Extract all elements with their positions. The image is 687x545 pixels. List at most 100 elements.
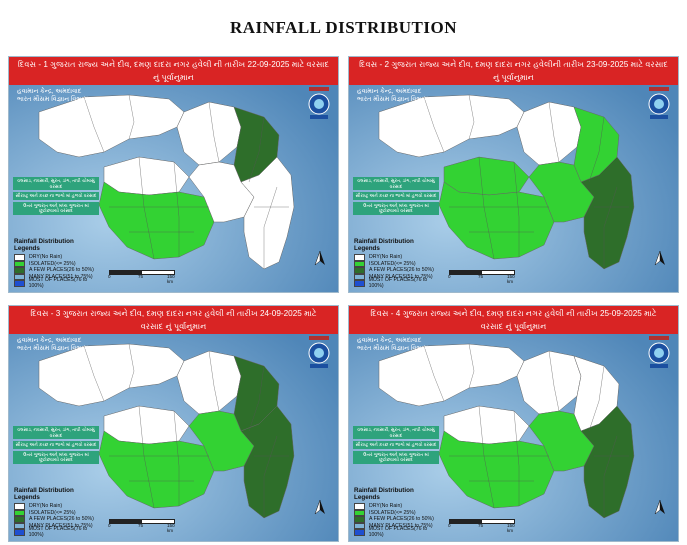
legend-label: A FEW PLACES(26 to 50%)	[369, 267, 434, 274]
scale-bar: 0 75 150 km	[448, 270, 519, 284]
region-saurashtra-north	[443, 156, 530, 196]
region-saurashtra-south	[438, 430, 555, 509]
legend-item: DRY(No Rain)	[14, 503, 100, 510]
legend-swatch	[354, 503, 365, 510]
scale-bar-graphic	[109, 519, 175, 524]
region-north-gujarat	[176, 350, 242, 415]
region-kutch	[38, 343, 185, 407]
legend-label: DRY(No Rain)	[29, 503, 63, 510]
forecast-label-box: વલસાડ, નવસારી, સુરત, ડાંગ, તાપી ચોમાસું …	[13, 177, 99, 217]
legend-label: A FEW PLACES(26 to 50%)	[29, 516, 94, 523]
legend-label: MOST OF PLACES(76 to 100%)	[28, 526, 88, 539]
region-north-gujarat	[176, 101, 242, 166]
region-kutch	[378, 343, 525, 407]
header-line-2: વરસાદ નું પૂર્વાનુમાન	[480, 322, 547, 331]
north-arrow-icon	[314, 250, 325, 266]
legend-swatch	[354, 516, 365, 523]
region-south	[240, 156, 295, 270]
legend-item: DRY(No Rain)	[354, 254, 440, 261]
forecast-panel-day-3: દિવસ - 3 ગુજરાત રાજ્ય અને દીવ, દમણ દાદરા…	[8, 305, 339, 542]
rainfall-legend: Rainfall Distribution Legends DRY(No Rai…	[354, 238, 440, 289]
district-borders	[423, 94, 629, 269]
forecast-label-box: વલસાડ, નવસારી, સુરત, ડાંગ, તાપી ચોમાસું …	[13, 426, 99, 466]
legend-swatch	[354, 267, 365, 274]
rainfall-legend: Rainfall Distribution Legends DRY(No Rai…	[354, 487, 440, 538]
legend-item: MOST OF PLACES(76 to 100%)	[14, 526, 100, 539]
scale-label-75: 75	[138, 523, 144, 528]
legend-label: MANY PLACES(51 to 75%)	[369, 522, 433, 529]
forecast-label-box: વલસાડ, નવસારી, સુરત, ડાંગ, તાપી ચોમાસું …	[353, 426, 439, 466]
forecast-label-3: ઉત્તર ગુજરાત અને મધ્ય ગુજરાત માં છૂટોછવા…	[13, 450, 99, 464]
scale-label-150: 150 km	[507, 523, 515, 533]
scale-bar: 0 75 150 km	[108, 270, 179, 284]
legend-item: MOST OF PLACES(76 to 100%)	[14, 277, 100, 289]
legend-swatch	[14, 522, 25, 529]
imd-emblem-icon	[308, 87, 330, 119]
legend-swatch	[14, 516, 25, 523]
legend-item: MOST OF PLACES(76 to 100%)	[354, 526, 440, 538]
forecast-panel-day-1: દિવસ - 1 ગુજરાત રાજ્ય અને દીવ, દમણ દાદરા…	[8, 56, 339, 293]
legend-swatch	[14, 273, 25, 280]
district-borders	[83, 94, 289, 269]
legend-swatch	[354, 280, 365, 287]
region-south	[580, 405, 635, 519]
org-line-1: હવામાન કેન્દ્ર, અમદાવાદ	[17, 88, 82, 95]
legend-label: MANY PLACES(51 to 75%)	[29, 273, 93, 280]
page-title: RAINFALL DISTRIBUTION	[230, 18, 457, 37]
scale-label-75: 75	[478, 523, 484, 528]
legend-swatch	[354, 254, 365, 261]
region-north-gujarat	[516, 101, 582, 166]
legend-swatch	[14, 267, 25, 274]
legend-swatch	[354, 260, 365, 267]
scale-bar: 0 75 150 km	[448, 519, 519, 533]
district-borders	[423, 343, 629, 518]
legend-title: Rainfall Distribution Legends	[14, 487, 74, 501]
gujarat-map	[378, 343, 635, 519]
legend-label: DRY(No Rain)	[369, 254, 403, 261]
legend-label: ISOLATED(<= 25%)	[29, 260, 76, 267]
region-kutch	[378, 94, 525, 158]
scale-bar: 0 75 150 km	[108, 519, 179, 533]
legend-item: MANY PLACES(51 to 75%)	[354, 273, 440, 280]
organisation-name: હવામાન કેન્દ્ર, અમદાવાદ ભારત મૌસમ વિજ્ઞા…	[357, 337, 428, 353]
forecast-label-2: સૌરાષ્ટ્ર અને કચ્છ ના ભાગો માં હળવો વરસા…	[13, 192, 99, 200]
region-south	[580, 156, 635, 270]
legend-swatch	[354, 509, 365, 516]
forecast-label-2: સૌરાષ્ટ્ર અને કચ્છ ના ભાગો માં હળવો વરસા…	[353, 441, 439, 449]
forecast-panel-day-2: દિવસ - 2 ગુજરાત રાજ્ય અને દીવ, દમણ દાદરા…	[348, 56, 679, 293]
legend-item: ISOLATED(<= 25%)	[354, 260, 440, 267]
scale-label-0: 0	[108, 523, 111, 528]
legend-swatch	[354, 273, 365, 280]
legend-item: MANY PLACES(51 to 75%)	[14, 522, 100, 529]
imd-emblem-icon	[648, 87, 670, 119]
org-line-1: હવામાન કેન્દ્ર, અમદાવાદ	[17, 337, 82, 344]
legend-swatch	[14, 503, 25, 510]
region-saurashtra-south	[98, 181, 215, 260]
legend-item: A FEW PLACES(26 to 50%)	[14, 267, 100, 274]
legend-item: DRY(No Rain)	[14, 254, 100, 261]
scale-label-150: 150 km	[167, 523, 175, 533]
north-arrow-icon	[314, 499, 325, 515]
legend-label: DRY(No Rain)	[369, 503, 403, 510]
region-saurashtra-south	[98, 430, 215, 509]
legend-item: A FEW PLACES(26 to 50%)	[354, 516, 440, 523]
org-line-2: ભારત મૌસમ વિજ્ઞાન વિભાગ	[357, 96, 428, 103]
header-line-2: વરસાદ નું પૂર્વાનુમાન	[140, 322, 207, 331]
forecast-panel-day-4: દિવસ - 4 ગુજરાત રાજ્ય અને દીવ, દમણ દાદરા…	[348, 305, 679, 542]
region-saurashtra-north	[103, 156, 190, 196]
forecast-label-3: ઉત્તર ગુજરાત અને મધ્ય ગુજરાત માં છૂટોછવા…	[353, 450, 439, 464]
scale-label-150: 150 km	[167, 274, 175, 284]
organisation-name: હવામાન કેન્દ્ર, અમદાવાદ ભારત મૌસમ વિજ્ઞા…	[357, 88, 428, 104]
north-arrow-icon	[654, 499, 665, 515]
legend-swatch	[14, 509, 25, 516]
region-north-gujarat	[516, 350, 582, 415]
region-saurashtra-south	[438, 181, 555, 260]
panel-header: દિવસ - 3 ગુજરાત રાજ્ય અને દીવ, દમણ દાદરા…	[9, 306, 338, 334]
header-line-1: દિવસ - 2 ગુજરાત રાજ્ય અને દીવ, દમણ દાદરા…	[359, 60, 668, 69]
legend-item: A FEW PLACES(26 to 50%)	[354, 267, 440, 274]
legend-title: Rainfall Distribution Legends	[14, 238, 74, 252]
header-line-1: દિવસ - 3 ગુજરાત રાજ્ય અને દીવ, દમણ દાદરા…	[30, 309, 317, 318]
legend-item: ISOLATED(<= 25%)	[354, 509, 440, 516]
legend-label: A FEW PLACES(26 to 50%)	[369, 516, 434, 523]
legend-item: A FEW PLACES(26 to 50%)	[14, 516, 100, 523]
